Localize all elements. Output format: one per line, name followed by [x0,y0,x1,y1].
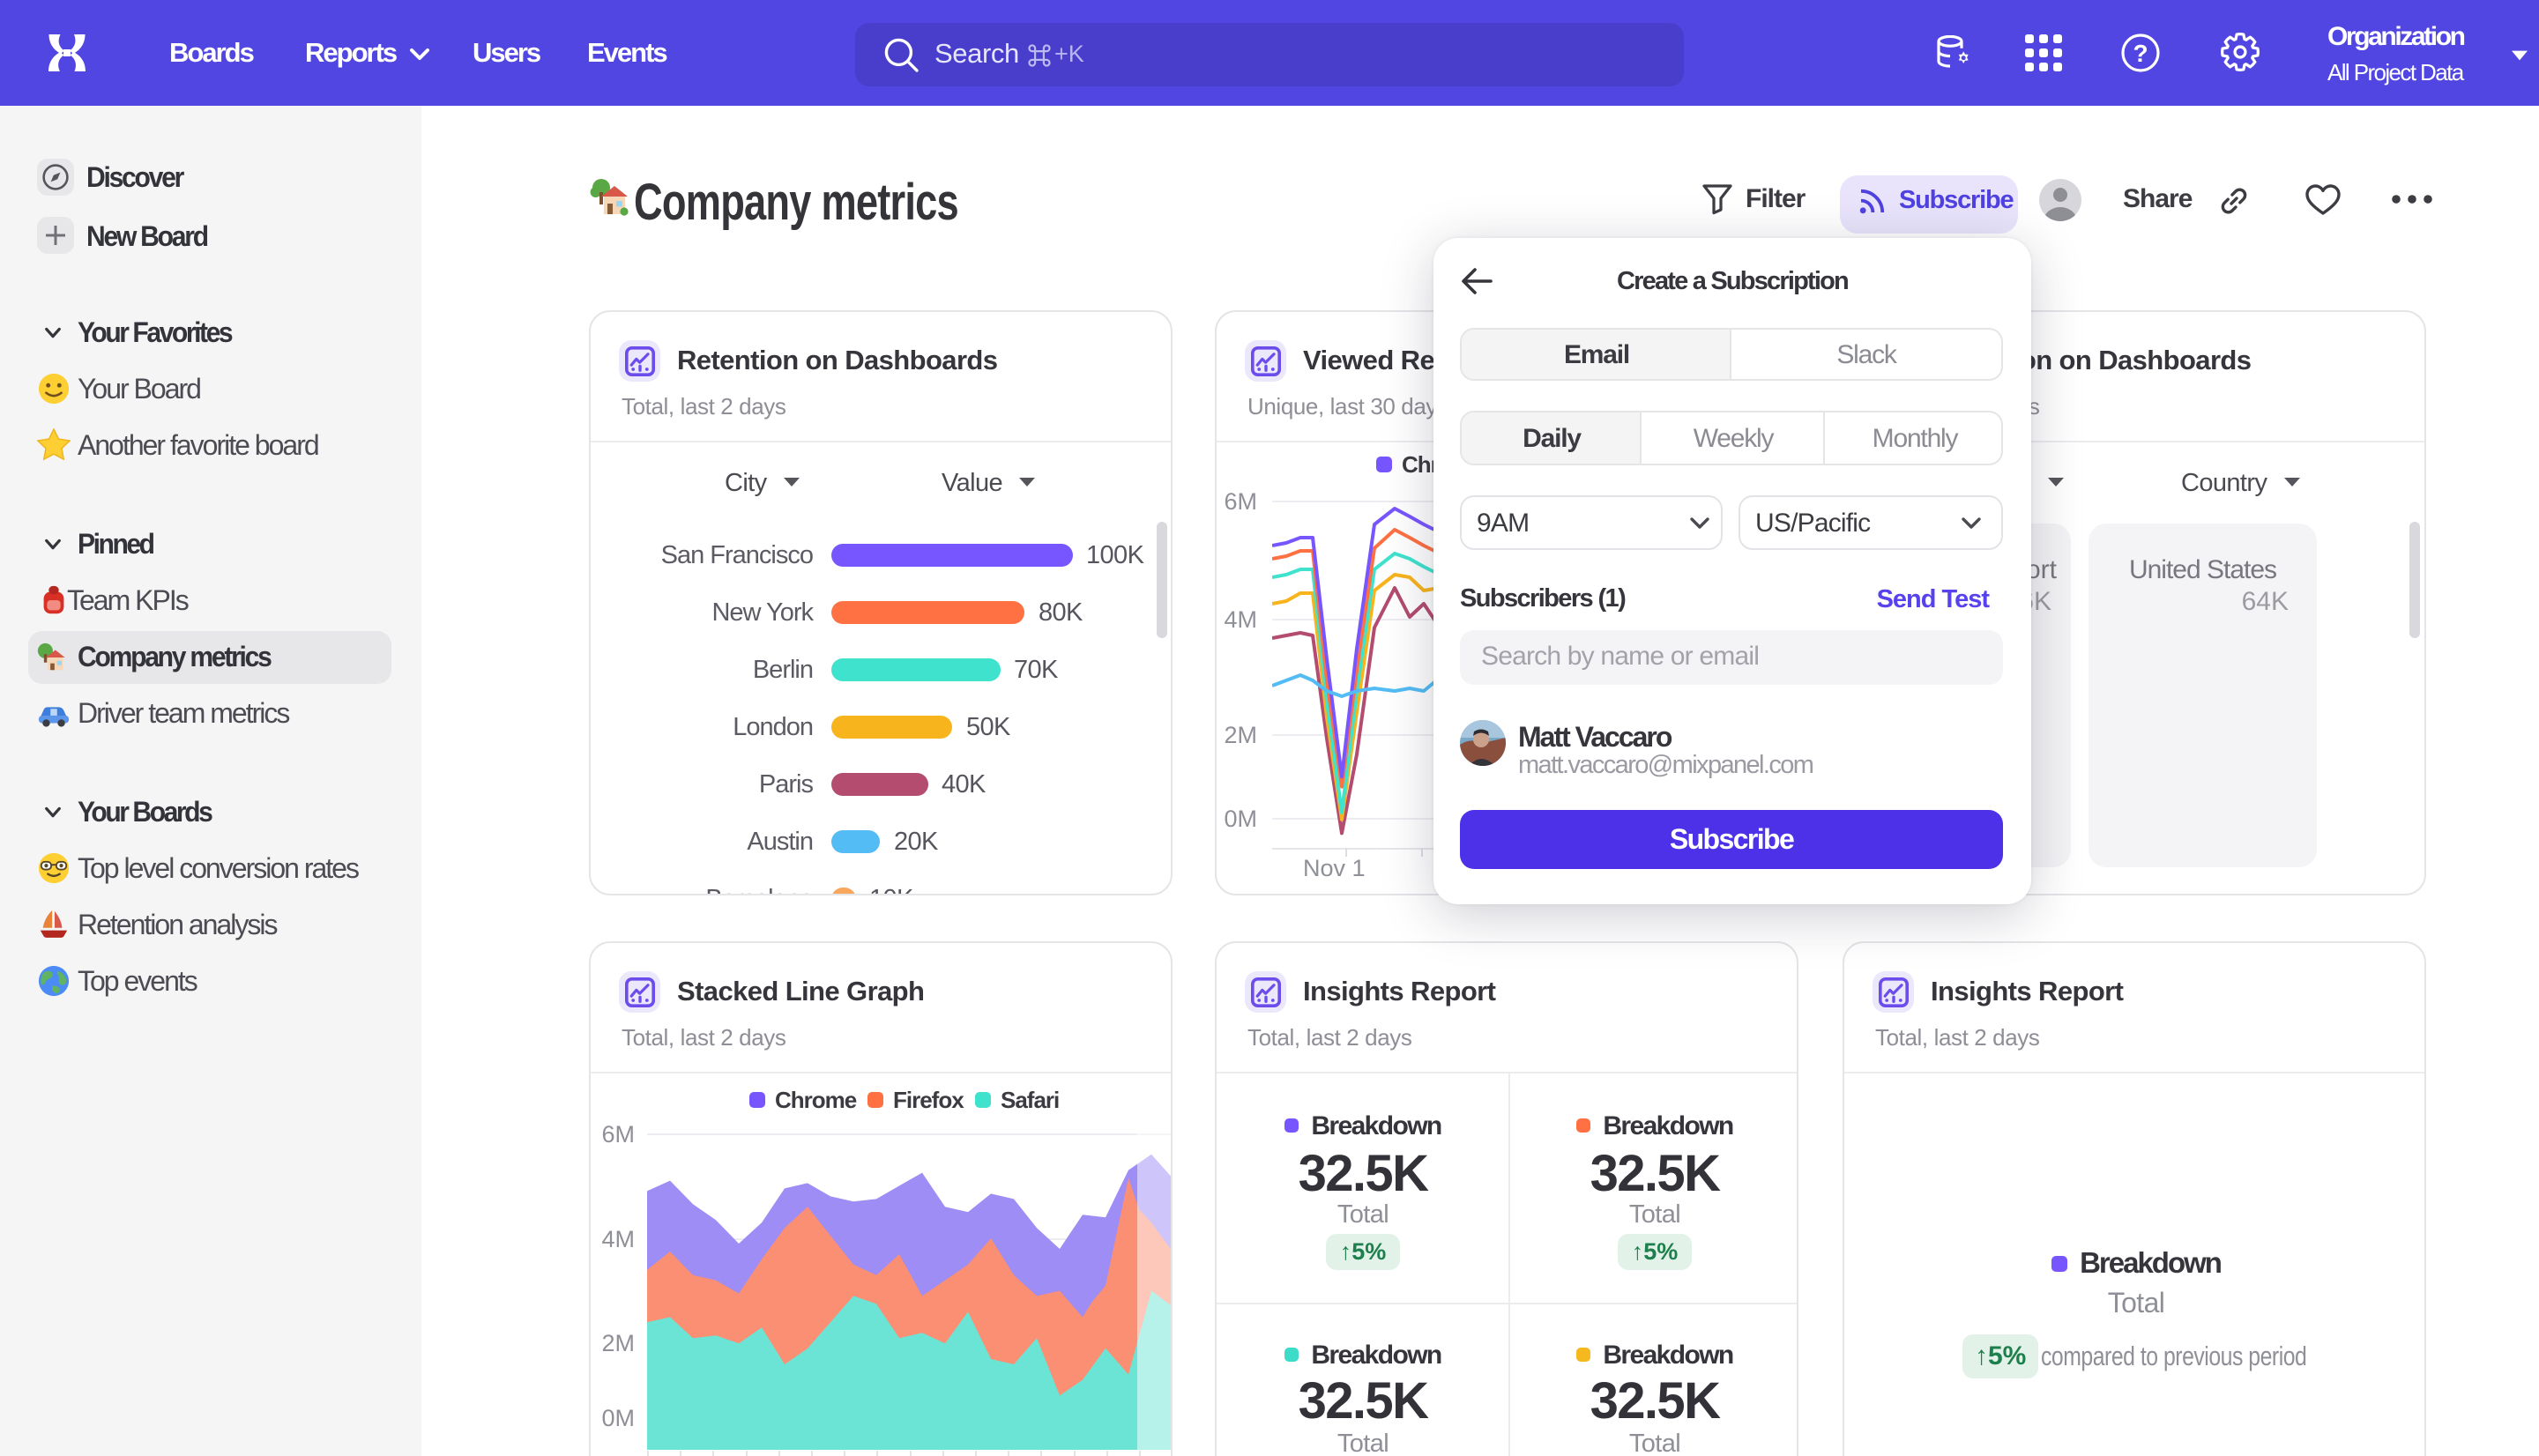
svg-text:?: ? [2133,40,2148,67]
